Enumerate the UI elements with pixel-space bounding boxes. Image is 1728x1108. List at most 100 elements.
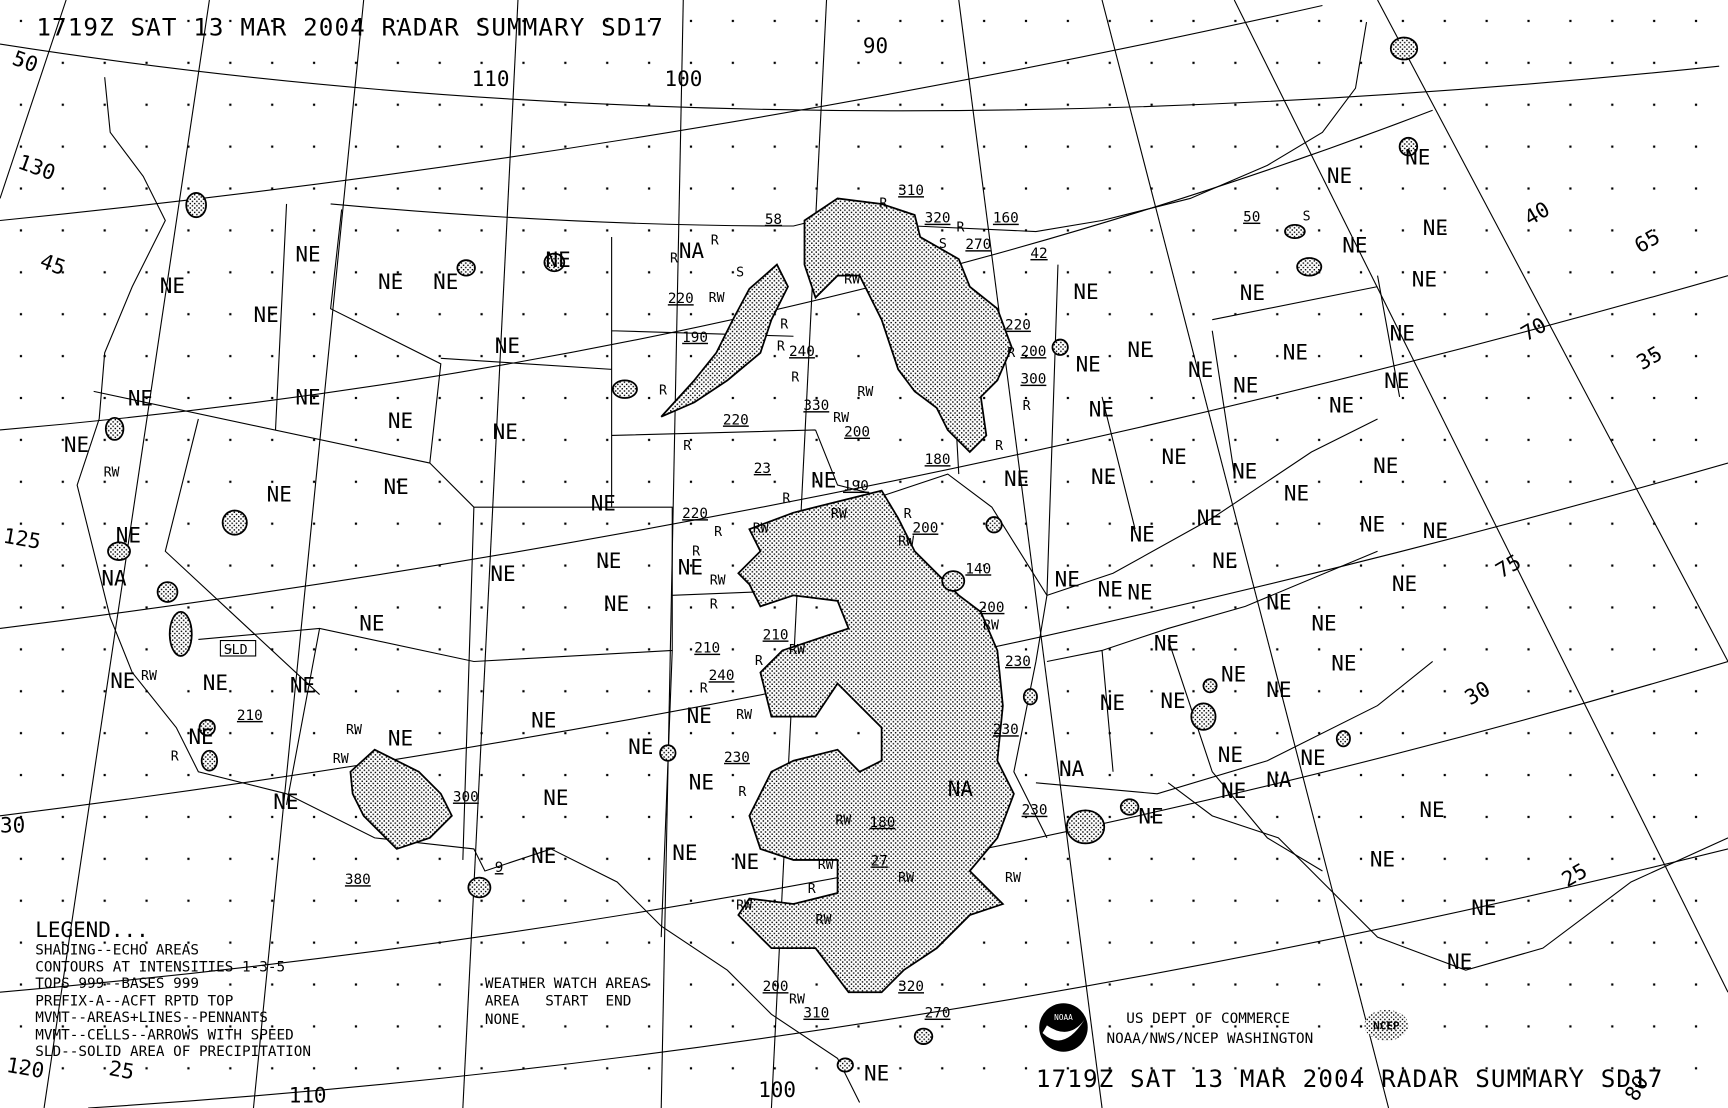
tops-label: 220 (682, 506, 708, 522)
echo-cell (941, 570, 966, 592)
rw-label: RW (857, 385, 873, 400)
tops-label: 9 (495, 860, 504, 876)
echo-areas (349, 197, 1015, 994)
legend-heading: LEGEND... (35, 918, 148, 942)
footer-title: 1719Z SAT 13 MAR 2004 RADAR SUMMARY SD17 (1036, 1064, 1664, 1093)
rw-label: RW (736, 708, 752, 723)
ne-label: NE (1232, 459, 1257, 483)
ne-label: NE (203, 671, 228, 695)
tops-label: 230 (1005, 654, 1031, 670)
legend: LEGEND... SHADING--ECHO AREAS CONTOURS A… (35, 918, 311, 1060)
s-label: S (736, 266, 744, 281)
ne-label: NE (1471, 896, 1496, 920)
r-label: R (714, 525, 722, 540)
ne-label: NE (128, 387, 153, 411)
echo-cell (836, 1057, 854, 1073)
r-label: R (711, 234, 719, 249)
ne-label: NE (378, 270, 403, 294)
rw-label: RW (818, 858, 834, 873)
r-label: R (171, 750, 179, 765)
ne-label: NE (1447, 950, 1472, 974)
ncep-logo: NCEP (1364, 1009, 1409, 1041)
tops-label: 180 (870, 815, 896, 831)
echo-cell (985, 516, 1003, 534)
r-label: R (808, 882, 816, 897)
s-label: S (1303, 209, 1311, 224)
ne-label: NE (1423, 216, 1448, 240)
ne-label: NE (546, 248, 571, 272)
ne-label: NE (490, 562, 515, 586)
rw-label: RW (333, 752, 349, 767)
ne-label: NE (1073, 280, 1098, 304)
echo-area (660, 263, 789, 418)
ne-label: NE (1055, 568, 1080, 592)
ne-label: NE (1266, 591, 1291, 615)
ncep-logo-text: NCEP (1373, 1020, 1400, 1033)
s-label: S (939, 237, 947, 252)
ne-label: NE (116, 523, 141, 547)
ne-label: NE (290, 673, 315, 697)
r-label: R (780, 318, 788, 333)
ne-label: NE (1188, 358, 1213, 382)
ne-label: NE (1311, 612, 1336, 636)
na-label: NA (1059, 757, 1085, 781)
legend-line: TOPS 999--BASES 999 (35, 976, 199, 992)
ne-label: NE (1360, 512, 1385, 536)
echo-cell (456, 259, 476, 277)
echo-cell (543, 252, 566, 273)
ne-label: NE (1221, 662, 1246, 686)
ne-label: NE (1412, 268, 1437, 292)
tops-label: 300 (453, 790, 479, 806)
tops-label: 310 (898, 183, 924, 199)
rw-label: RW (753, 521, 769, 536)
tops-label: 200 (763, 979, 789, 995)
echo-cell (1389, 36, 1419, 61)
echo-cell (185, 192, 207, 219)
title-top: 1719Z SAT 13 MAR 2004 RADAR SUMMARY SD17 (36, 12, 662, 41)
tops-label: 380 (345, 872, 371, 888)
rw-label: RW (710, 573, 726, 588)
legend-line: CONTOURS AT INTENSITIES 1-3-5 (35, 959, 285, 975)
ne-label: NE (1342, 233, 1367, 257)
echo-cell (467, 876, 492, 899)
tops-label: 160 (993, 211, 1019, 227)
ne-label: NE (267, 483, 292, 507)
ne-label: NE (1266, 678, 1291, 702)
ne-label: NE (64, 433, 89, 457)
ne-label: NE (604, 592, 629, 616)
watch-columns: AREA START END (485, 993, 631, 1009)
ne-label: NE (689, 770, 714, 794)
ne-label: NE (1390, 322, 1415, 346)
tops-label: 230 (993, 722, 1019, 738)
ne-label: NE (1300, 746, 1325, 770)
ne-label: NE (687, 704, 712, 728)
graticule-label: 100 (758, 1078, 796, 1102)
r-label: R (738, 785, 746, 800)
legend-line: MVMT--AREAS+LINES--PENNANTS (35, 1010, 268, 1026)
echo-cell (198, 719, 216, 737)
tops-label: 180 (925, 452, 951, 468)
echo-cell (913, 1027, 934, 1045)
echo-cell (1022, 688, 1038, 706)
echo-cell (611, 379, 638, 399)
ne-label: NE (1098, 577, 1123, 601)
legend-line: MVMT--CELLS--ARROWS WITH SPEED (35, 1028, 293, 1044)
ne-label: NE (1091, 465, 1116, 489)
ne-label: NE (672, 841, 697, 865)
r-label: R (957, 221, 965, 236)
ne-label: NE (531, 844, 556, 868)
r-label: R (879, 196, 887, 211)
ne-label: NE (1233, 373, 1258, 397)
ne-label: NE (1089, 398, 1114, 422)
rw-label: RW (835, 814, 851, 829)
tops-label: 300 (1020, 372, 1046, 388)
tops-label: 230 (1022, 803, 1048, 819)
ne-label: NE (1373, 454, 1398, 478)
ne-label: NE (1384, 369, 1409, 393)
ne-label: NE (160, 274, 185, 298)
echo-cell (659, 744, 677, 762)
r-label: R (670, 251, 678, 266)
rw-label: RW (709, 291, 725, 306)
tops-label: 270 (925, 1006, 951, 1022)
